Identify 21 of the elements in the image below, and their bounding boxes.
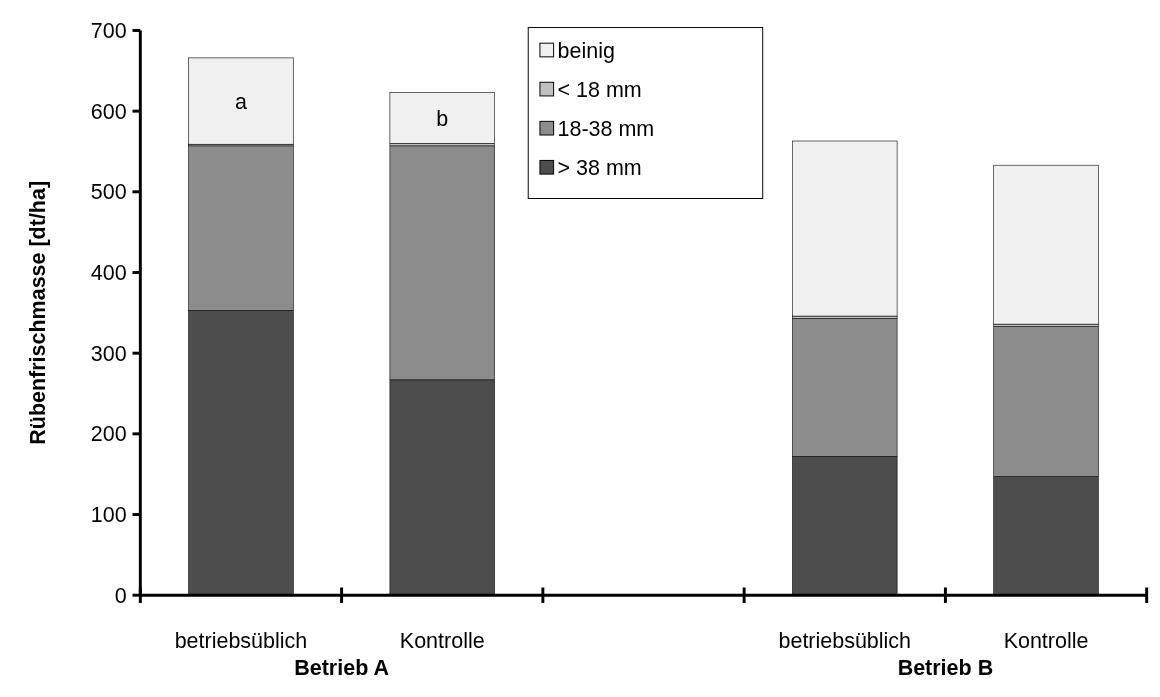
x-tick-label: betriebsüblich bbox=[174, 628, 308, 653]
annotation: a bbox=[234, 89, 247, 114]
y-tick-label: 400 bbox=[90, 261, 127, 286]
y-tick-label: 300 bbox=[90, 341, 127, 366]
legend-label: > 38 mm bbox=[557, 155, 642, 180]
x-tick-label: Kontrolle bbox=[1003, 628, 1089, 653]
legend-label: < 18 mm bbox=[557, 77, 642, 102]
legend-label: beinig bbox=[557, 38, 615, 63]
y-tick-label: 0 bbox=[114, 583, 127, 608]
x-tick-label: betriebsüblich bbox=[778, 628, 912, 653]
y-tick-label: 100 bbox=[90, 503, 127, 528]
text: Betrieb A bbox=[294, 656, 389, 681]
y-tick-label: 200 bbox=[90, 422, 127, 447]
annotation: b bbox=[436, 106, 449, 131]
y-tick-label: 600 bbox=[90, 99, 127, 124]
y-axis-title: Rübenfrischmasse [dt/ha] bbox=[25, 180, 50, 445]
legend-label: 18-38 mm bbox=[557, 116, 655, 141]
text: Betrieb B bbox=[897, 656, 994, 681]
x-tick-label: Kontrolle bbox=[399, 628, 485, 653]
y-tick-label: 700 bbox=[90, 19, 127, 43]
y-tick-label: 500 bbox=[90, 180, 127, 205]
